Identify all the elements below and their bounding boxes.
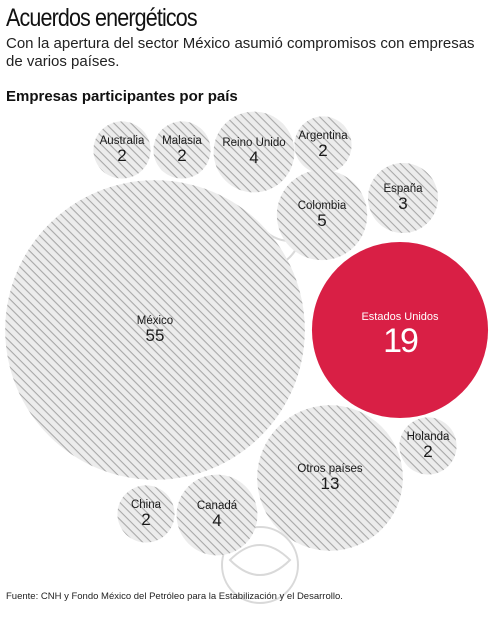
bubble-espana — [368, 163, 438, 233]
bubble-canada — [176, 474, 258, 556]
bubble-value-argentina: 2 — [318, 141, 327, 160]
bubble-estados-unidos — [311, 241, 489, 419]
bubble-label-mexico: México — [137, 315, 173, 327]
bubble-label-reino-unido: Reino Unido — [222, 137, 285, 149]
source-note: Fuente: CNH y Fondo México del Petróleo … — [6, 591, 343, 602]
bubble-label-holanda: Holanda — [407, 431, 450, 443]
bubble-value-holanda: 2 — [423, 442, 432, 461]
bubble-holanda — [399, 417, 457, 475]
bubble-value-malasia: 2 — [177, 146, 186, 165]
bubble-label-otros-paises: Otros países — [297, 463, 362, 475]
bubble-label-malasia: Malasia — [162, 135, 202, 147]
bubble-value-china: 2 — [141, 510, 150, 529]
bubble-value-estados-unidos: 19 — [383, 322, 418, 360]
bubble-value-australia: 2 — [117, 146, 126, 165]
bubble-label-china: China — [131, 499, 162, 511]
bubble-value-canada: 4 — [212, 511, 221, 530]
bubble-value-colombia: 5 — [317, 211, 326, 230]
bubble-label-espana: España — [383, 183, 423, 195]
bubble-australia — [93, 121, 151, 179]
bubble-china — [117, 485, 175, 543]
chart-title: Acuerdos energéticos — [6, 4, 198, 32]
bubble-otros-paises — [257, 405, 403, 551]
bubble-value-espana: 3 — [398, 194, 407, 213]
bubble-mexico — [5, 180, 305, 480]
bubble-malasia — [153, 121, 211, 179]
bubble-argentina — [294, 116, 352, 174]
bubble-value-otros-paises: 13 — [321, 474, 340, 493]
section-title: Empresas participantes por país — [6, 88, 238, 105]
bubble-value-mexico: 55 — [146, 326, 165, 345]
bubble-colombia — [276, 169, 368, 261]
chart-subtitle: Con la apertura del sector México asumió… — [6, 35, 475, 70]
bubble-label-argentina: Argentina — [298, 130, 348, 142]
bubble-label-colombia: Colombia — [298, 200, 347, 212]
bubble-value-reino-unido: 4 — [249, 148, 258, 167]
bubble-label-canada: Canadá — [197, 500, 238, 512]
bubble-label-australia: Australia — [100, 135, 145, 147]
bubble-label-estados-unidos: Estados Unidos — [361, 311, 439, 323]
bubble-reino-unido — [213, 111, 295, 193]
